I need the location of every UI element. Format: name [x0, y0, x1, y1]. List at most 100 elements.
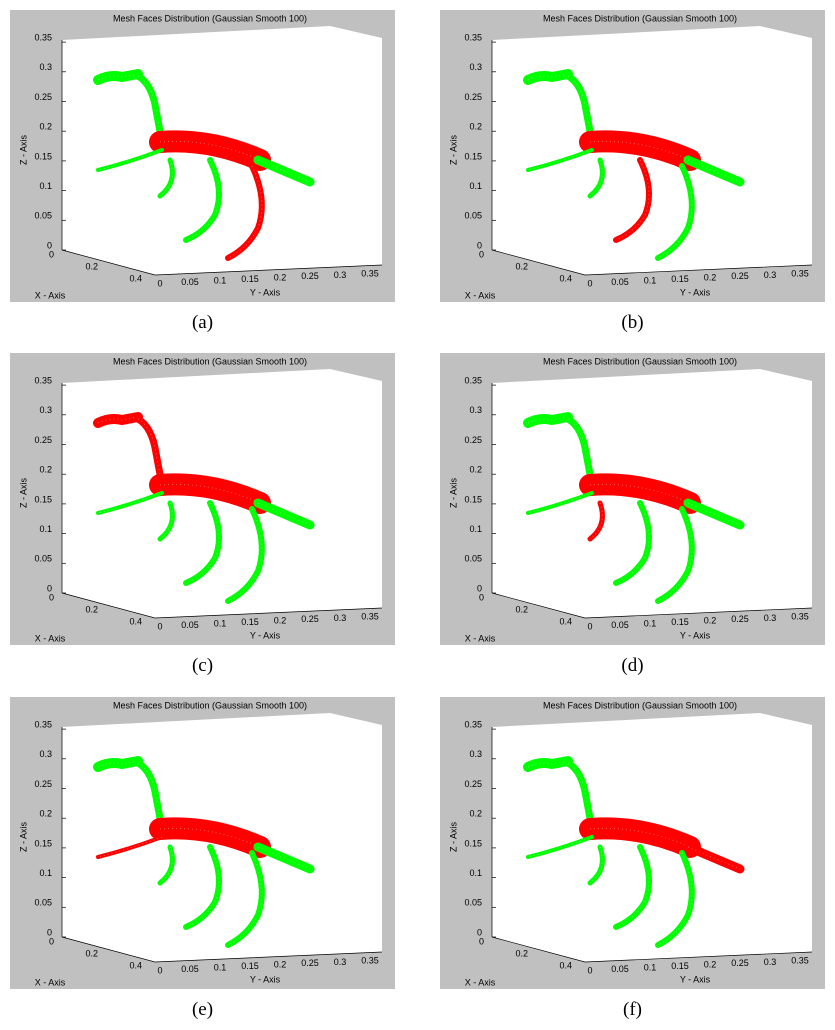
y-tick-label: 0 — [587, 621, 592, 631]
x-tick-label: 0.4 — [129, 960, 142, 970]
panel-title: Mesh Faces Distribution (Gaussian Smooth… — [113, 356, 307, 366]
y-tick-label: 0 — [587, 278, 592, 288]
y-tick-label: 0.05 — [611, 964, 629, 974]
plot-panel: Mesh Faces Distribution (Gaussian Smooth… — [440, 697, 825, 989]
x-tick-label: 0.4 — [559, 273, 572, 283]
y-tick-label: 0.05 — [611, 620, 629, 630]
y-tick-label: 0.1 — [644, 619, 657, 629]
mesh-part — [655, 506, 695, 604]
y-tick-label: 0 — [157, 278, 162, 288]
y-tick-label: 0.3 — [764, 957, 777, 967]
z-axis-label: Z - Axis — [18, 135, 28, 166]
y-tick-label: 0.3 — [334, 613, 347, 623]
y-tick-label: 0.35 — [361, 611, 379, 621]
mesh-points — [97, 760, 139, 768]
plot-panel: Mesh Faces Distribution (Gaussian Smooth… — [10, 10, 395, 302]
panel-title: Mesh Faces Distribution (Gaussian Smooth… — [113, 13, 307, 23]
x-axis-label: X - Axis — [465, 977, 496, 987]
x-tick-label: 0 — [479, 249, 484, 259]
z-tick-label: 0.05 — [464, 211, 482, 221]
y-tick-label: 0.3 — [334, 270, 347, 280]
y-tick-label: 0.25 — [731, 958, 749, 968]
mesh-points — [97, 492, 163, 514]
mesh-part — [134, 415, 166, 489]
y-tick-label: 0.1 — [644, 963, 657, 973]
y-tick-label: 0.25 — [731, 271, 749, 281]
mesh-points — [589, 159, 603, 197]
z-tick-label: 0.15 — [464, 151, 482, 161]
x-tick-label: 0 — [49, 592, 54, 602]
y-tick-label: 0.3 — [764, 270, 777, 280]
mesh-part — [587, 844, 605, 886]
y-tick-label: 0.35 — [361, 955, 379, 965]
x-tick-label: 0 — [49, 936, 54, 946]
mesh-part — [134, 72, 166, 146]
plot-panel: Mesh Faces Distribution (Gaussian Smooth… — [10, 353, 395, 645]
z-tick-label: 0 — [47, 927, 52, 937]
y-tick-label: 0.25 — [301, 614, 319, 624]
z-tick-label: 0.2 — [469, 122, 482, 132]
caption: (d) — [621, 655, 644, 676]
mesh-part — [183, 844, 222, 930]
mesh-part — [526, 148, 594, 172]
y-tick-label: 0.15 — [671, 274, 689, 284]
mesh-part — [253, 842, 315, 874]
mesh-part — [579, 130, 701, 171]
z-tick-label: 0.15 — [464, 494, 482, 504]
y-tick-label: 0.1 — [214, 619, 227, 629]
mesh-points — [687, 502, 741, 526]
z-tick-label: 0.25 — [464, 435, 482, 445]
axes-edge — [491, 936, 813, 963]
mesh-part — [587, 157, 605, 199]
plot-panel: Mesh Faces Distribution (Gaussian Smooth… — [440, 10, 825, 302]
x-tick-label: 0 — [479, 936, 484, 946]
z-tick-label: 0.3 — [469, 749, 482, 759]
mesh-part — [225, 163, 265, 261]
mesh-part — [225, 850, 265, 948]
z-axis-label: Z - Axis — [18, 822, 28, 853]
x-axis-label: X - Axis — [35, 977, 66, 987]
z-tick-label: 0 — [47, 240, 52, 250]
mesh-part — [655, 163, 695, 261]
mesh-part — [683, 842, 745, 874]
caption: (e) — [191, 999, 214, 1020]
z-tick-label: 0.25 — [34, 779, 52, 789]
mesh-points — [589, 846, 603, 884]
y-tick-label: 0 — [157, 621, 162, 631]
mesh-part — [526, 491, 594, 515]
mesh-points — [527, 760, 569, 768]
y-tick-label: 0.2 — [704, 616, 717, 626]
z-tick-label: 0.1 — [469, 868, 482, 878]
mesh-points — [257, 846, 311, 870]
panel-title: Mesh Faces Distribution (Gaussian Smooth… — [543, 13, 737, 23]
mesh-points — [257, 502, 311, 526]
z-tick-label: 0.3 — [469, 405, 482, 415]
y-tick-label: 0.2 — [704, 273, 717, 283]
mesh-part — [655, 850, 695, 948]
x-tick-label: 0.4 — [559, 960, 572, 970]
axes-edge — [61, 592, 383, 619]
mesh-part — [613, 844, 652, 930]
z-axis-label: Z - Axis — [18, 478, 28, 509]
z-tick-label: 0.1 — [39, 524, 52, 534]
z-tick-label: 0.2 — [469, 809, 482, 819]
z-tick-label: 0 — [477, 583, 482, 593]
mesh-part — [134, 759, 166, 833]
mesh-part — [225, 506, 265, 604]
mesh-points — [159, 159, 173, 197]
mesh-part — [523, 69, 573, 85]
mesh-part — [579, 817, 701, 858]
y-tick-label: 0.05 — [181, 964, 199, 974]
mesh-points — [527, 416, 569, 424]
x-axis-label: X - Axis — [465, 633, 496, 643]
z-tick-label: 0.25 — [34, 435, 52, 445]
mesh-part — [149, 130, 271, 171]
z-tick-label: 0 — [477, 240, 482, 250]
z-tick-label: 0.25 — [464, 92, 482, 102]
y-tick-label: 0.15 — [241, 274, 259, 284]
y-axis-label: Y - Axis — [680, 974, 711, 984]
mesh-part — [183, 157, 222, 243]
z-tick-label: 0 — [477, 927, 482, 937]
y-tick-label: 0.1 — [214, 963, 227, 973]
